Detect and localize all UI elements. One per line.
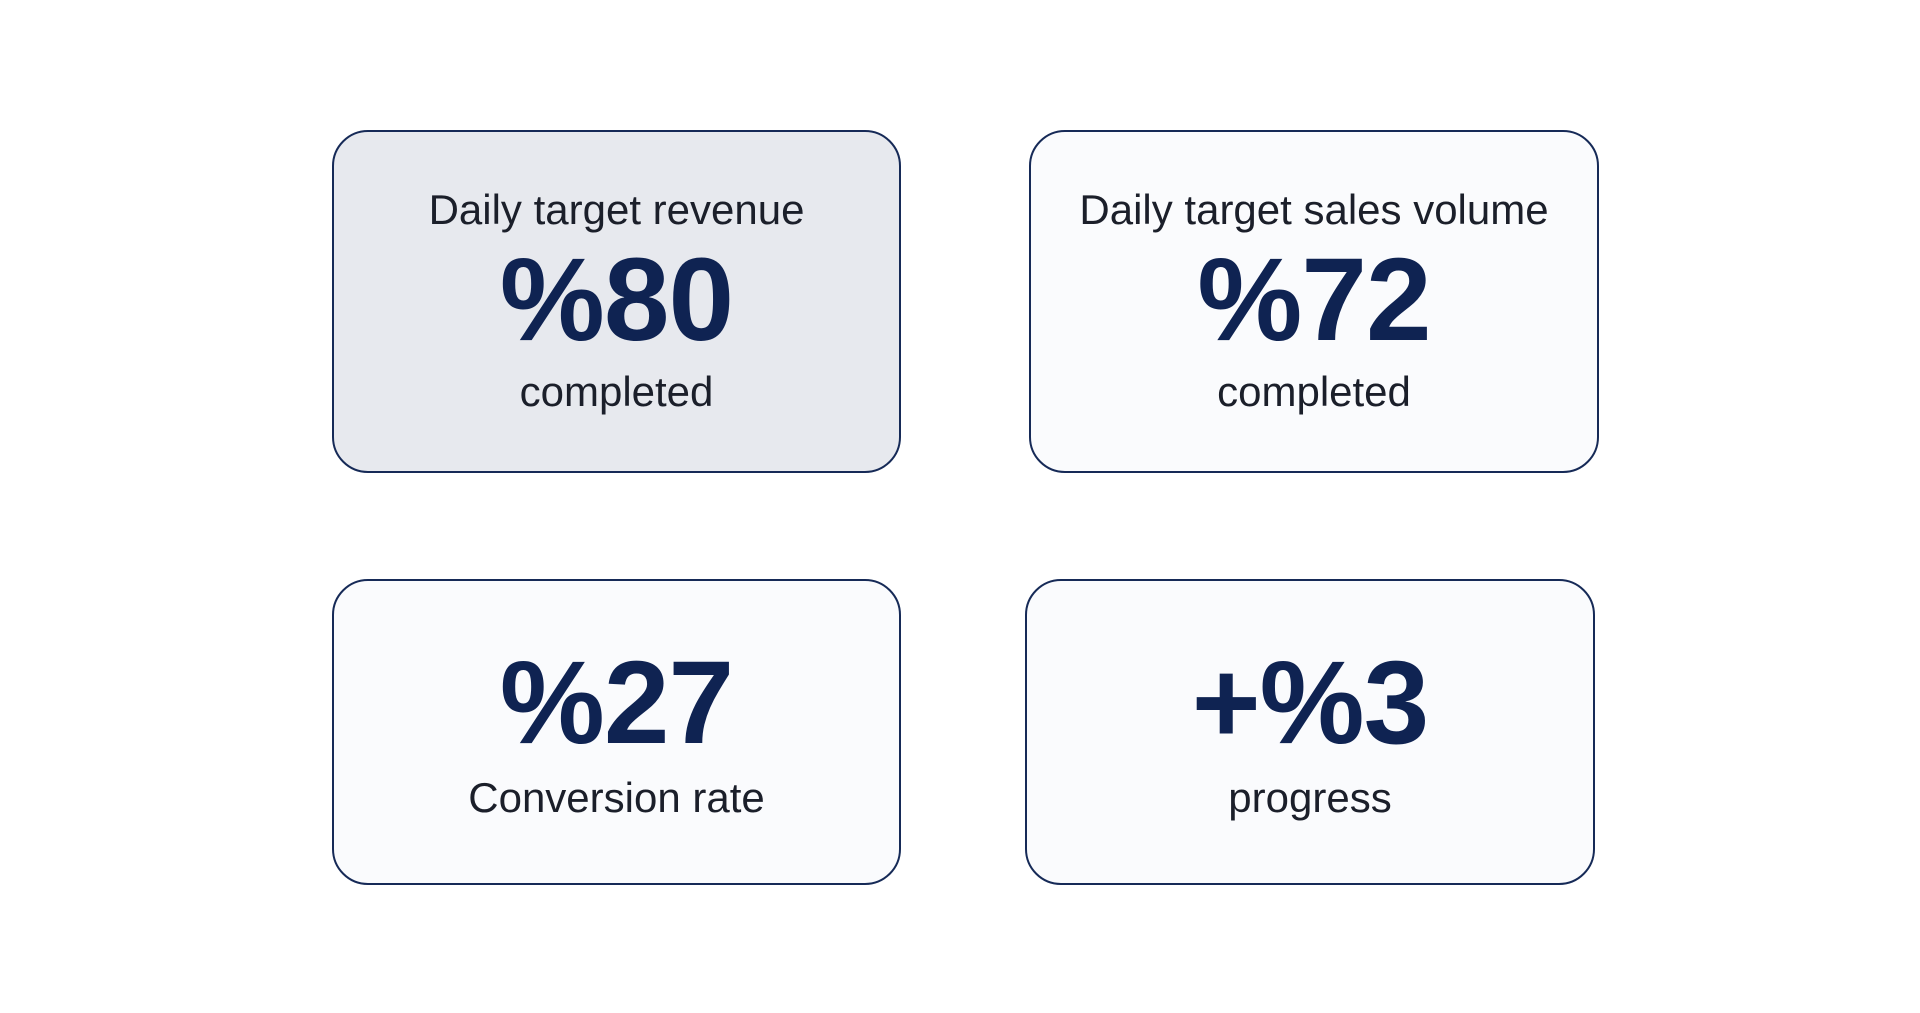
kpi-card-conversion-rate[interactable]: %27 Conversion rate (332, 579, 901, 885)
kpi-card-caption: completed (519, 368, 714, 416)
kpi-card-title: Daily target sales volume (1079, 186, 1549, 234)
kpi-card-value: +%3 (1191, 636, 1429, 769)
kpi-card-daily-sales-volume[interactable]: Daily target sales volume %72 completed (1029, 130, 1599, 473)
kpi-card-caption: Conversion rate (468, 773, 765, 821)
kpi-card-value: %80 (499, 233, 734, 366)
kpi-card-daily-revenue[interactable]: Daily target revenue %80 completed (332, 130, 901, 473)
kpi-card-value: %27 (499, 636, 734, 769)
kpi-card-title: Daily target revenue (428, 186, 805, 234)
kpi-card-caption: progress (1228, 773, 1392, 821)
kpi-card-progress[interactable]: +%3 progress (1025, 579, 1595, 885)
kpi-card-value: %72 (1197, 233, 1431, 366)
kpi-card-caption: completed (1217, 368, 1411, 416)
